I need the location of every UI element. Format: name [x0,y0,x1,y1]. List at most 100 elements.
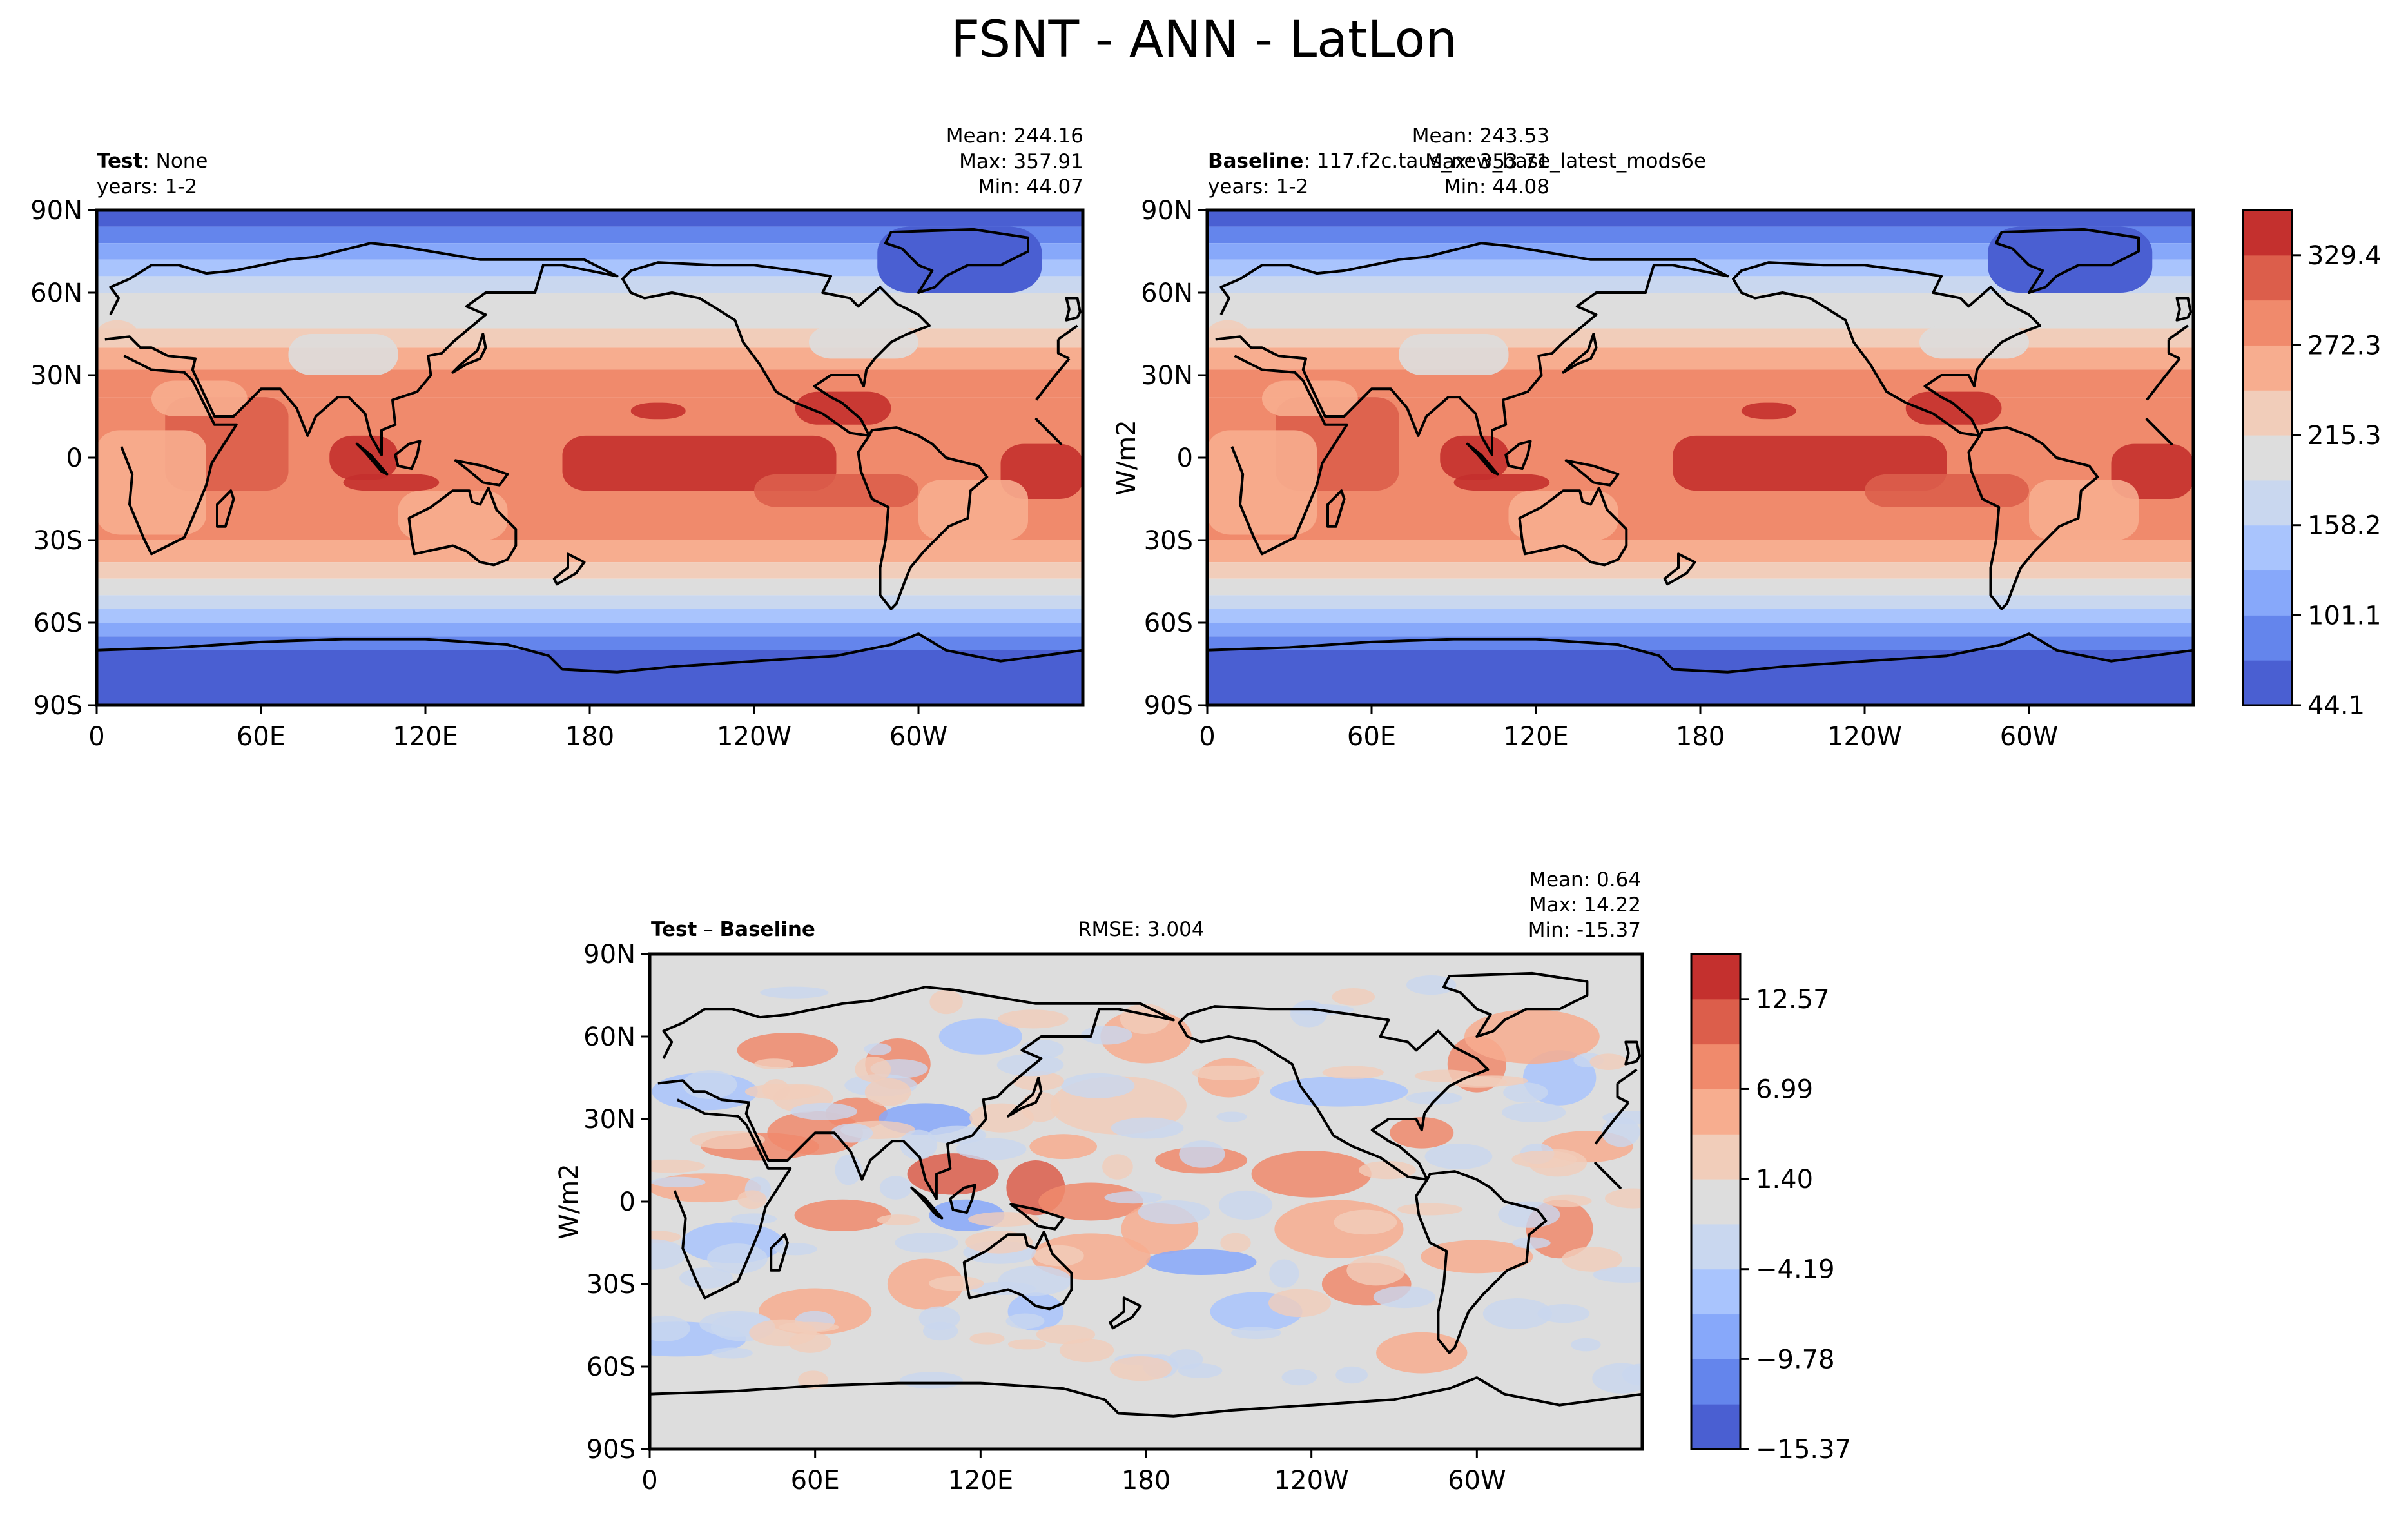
colorbar-segment [2243,435,2292,481]
anomaly-speck [1334,1209,1397,1235]
anomaly-speck [1512,1237,1551,1249]
color-patch [754,474,918,507]
color-patch [877,226,1042,293]
color-band [1207,623,2193,637]
color-band [97,328,1083,348]
x-tick-label: 120W [1827,722,1902,752]
coastline-antarctica [1207,632,2193,674]
color-patch [809,326,918,359]
colorbar-segment [2243,210,2292,256]
coastline-madagascar [216,489,235,528]
colorbar-segment [1691,1044,1740,1089]
anomaly-speck [1322,1066,1384,1079]
x-tick-label: 120E [1503,722,1569,752]
x-tick-label: 60W [1448,1466,1506,1496]
y-tick-label: 90N [1141,196,1193,226]
coastline-new-guinea [1564,459,1620,487]
color-patch [1988,226,2153,293]
colorbar-segment [1691,954,1740,1000]
x-tick-label: 60E [1347,722,1396,752]
anomaly-speck [1346,1255,1406,1286]
anomaly-speck [754,1058,794,1069]
anomaly-speck [927,1125,987,1144]
main-colorbar: 44.1 101.1 158.2 215.3 272.3 329.4 [2242,209,2382,721]
anomaly-speck [778,1321,839,1332]
anomaly-blob [1038,1182,1143,1221]
coastline-new-zealand [1109,1296,1142,1330]
colorbar-label: 101.1 [2307,601,2382,630]
y-tick-label: 90S [587,1435,636,1465]
colorbar-label: 6.99 [1756,1075,1813,1104]
colorbar-label: 215.3 [2307,421,2382,451]
coastline-new-zealand [552,552,586,586]
anomaly-blob [887,1258,964,1310]
coastline-australia [962,1230,1073,1311]
anomaly-speck [1359,1160,1416,1180]
colorbar-segment [1691,1223,1740,1270]
anomaly-speck [1109,1356,1172,1381]
color-patch [2111,443,2193,499]
color-band [1207,540,2193,563]
map-content [97,210,1083,705]
color-patch [1741,402,1796,420]
anomaly-speck [1216,1111,1247,1122]
colorbar-segment [1691,1359,1740,1405]
colorbar-segment [2243,390,2292,436]
color-band [97,540,1083,563]
colorbar-segment [2243,345,2292,391]
anomaly-speck [1602,1116,1640,1147]
anomaly-speck [1179,1140,1225,1168]
colorbar-label: −9.78 [1756,1345,1835,1374]
figure-title: FSNT - ANN - LatLon [951,11,1457,69]
anomaly-blob [1145,1249,1257,1276]
coastline-eurasia [1215,242,2189,456]
color-patch [2029,480,2139,540]
diff-label-mid: – [697,918,720,941]
anomaly-blob [1421,1240,1533,1274]
anomaly-speck [831,1123,873,1143]
anomaly-speck [855,1057,891,1082]
anomaly-blob [938,1018,1022,1055]
anomaly-speck [650,1315,690,1342]
anomaly-speck [1511,1150,1577,1169]
anomaly-speck [1373,1286,1436,1309]
colorbar-segment [2243,255,2292,301]
y-tick-label: 60S [587,1352,636,1382]
colorbar-label: 1.40 [1756,1165,1813,1194]
x-tick-label: 180 [1676,722,1725,752]
anomaly-speck [998,1265,1072,1296]
colorbar-segment [2243,570,2292,616]
baseline-years: years: 1-2 [1208,175,1309,199]
anomaly-speck [1482,1298,1553,1329]
x-tick-label: 180 [1121,1466,1170,1496]
diff-min: Min: -15.37 [1528,919,1641,942]
anomaly-speck [1060,1073,1135,1098]
antarctic-band [650,1394,1642,1449]
anomaly-speck [1059,1338,1114,1363]
colorbar-label: −4.19 [1756,1255,1835,1285]
colorbar-label: 12.57 [1756,985,1830,1015]
map-content [1207,210,2193,705]
color-band [1207,369,2193,398]
coastline-new-guinea [454,459,509,487]
color-band [97,562,1083,579]
coastline-sumatra [910,1186,944,1220]
color-band [1207,328,2193,348]
color-patch [1453,474,1550,491]
coastline-japan [451,333,487,374]
x-tick-label: 0 [88,722,104,752]
anomaly-speck [1104,1191,1163,1204]
anomaly-speck [864,1078,911,1106]
anomaly-speck [1169,1349,1203,1370]
color-band [97,578,1083,596]
anomaly-blob [1376,1332,1468,1374]
color-band [97,347,1083,370]
anomaly-speck [1007,1339,1046,1350]
y-tick-label: 0 [66,443,83,473]
coastline-madagascar [770,1233,789,1272]
anomaly-speck [1604,1188,1642,1209]
anomaly-speck [1406,1091,1462,1105]
test-years: years: 1-2 [97,175,198,199]
test-min: Min: 44.07 [977,175,1083,199]
anomaly-speck [1502,1102,1566,1123]
